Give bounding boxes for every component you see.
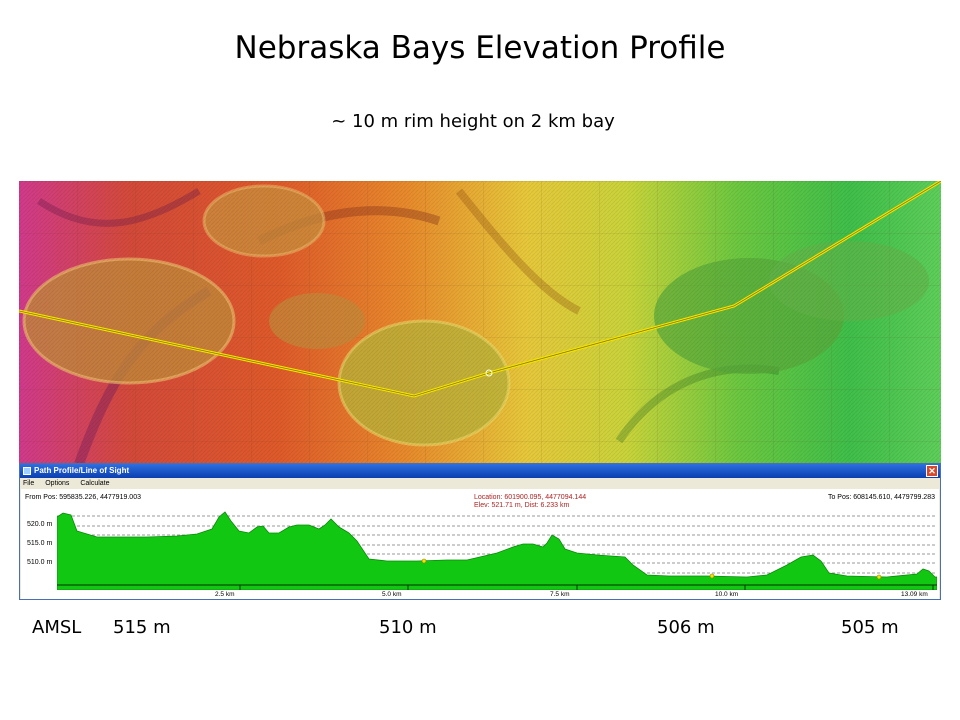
close-button[interactable]: ✕ (926, 465, 938, 477)
profile-plot-area: From Pos: 595835.226, 4477919.003 To Pos… (21, 489, 939, 599)
menu-options[interactable]: Options (45, 480, 70, 487)
path-profile-window: Path Profile/Line of Sight ✕ File Option… (19, 463, 941, 600)
slide-subtitle: ~ 10 m rim height on 2 km bay (331, 111, 615, 132)
elevation-label-505: 505 m (841, 617, 899, 638)
menu-calculate[interactable]: Calculate (80, 480, 110, 487)
x-tick-label: 2.5 km (215, 591, 235, 598)
close-icon: ✕ (928, 466, 936, 476)
window-titlebar[interactable]: Path Profile/Line of Sight ✕ (20, 464, 940, 478)
slide-title: Nebraska Bays Elevation Profile (234, 30, 726, 66)
x-tick-label: 7.5 km (550, 591, 570, 598)
x-axis-ticks (57, 584, 937, 590)
terrain-map-image (19, 181, 941, 464)
elevation-label-510: 510 m (379, 617, 437, 638)
elevation-profile-graph (57, 511, 937, 590)
app-icon (23, 467, 31, 475)
elevation-label-506: 506 m (657, 617, 715, 638)
cursor-location: Location: 601900.095, 4477094.144 Elev: … (474, 494, 586, 510)
window-title: Path Profile/Line of Sight (34, 466, 130, 475)
x-tick-label: 10.0 km (715, 591, 739, 598)
from-position: From Pos: 595835.226, 4477919.003 (25, 494, 141, 501)
y-tick-label: 515.0 m (27, 540, 53, 547)
elev-dist-readout: Elev: 521.71 m, Dist: 6.233 km (474, 502, 570, 509)
menu-file[interactable]: File (23, 480, 35, 487)
x-tick-label: 5.0 km (382, 591, 402, 598)
y-tick-label: 510.0 m (27, 559, 53, 566)
to-position: To Pos: 608145.610, 4479799.283 (827, 494, 935, 501)
location-readout: Location: 601900.095, 4477094.144 (474, 494, 587, 501)
x-tick-label: 13.09 km (901, 591, 928, 598)
elevation-fill (57, 511, 937, 590)
amsl-label: AMSL (32, 617, 82, 638)
profile-markers (421, 558, 882, 580)
elevation-label-515: 515 m (113, 617, 171, 638)
menu-bar: File Options Calculate (20, 478, 940, 489)
y-tick-label: 520.0 m (27, 521, 53, 528)
